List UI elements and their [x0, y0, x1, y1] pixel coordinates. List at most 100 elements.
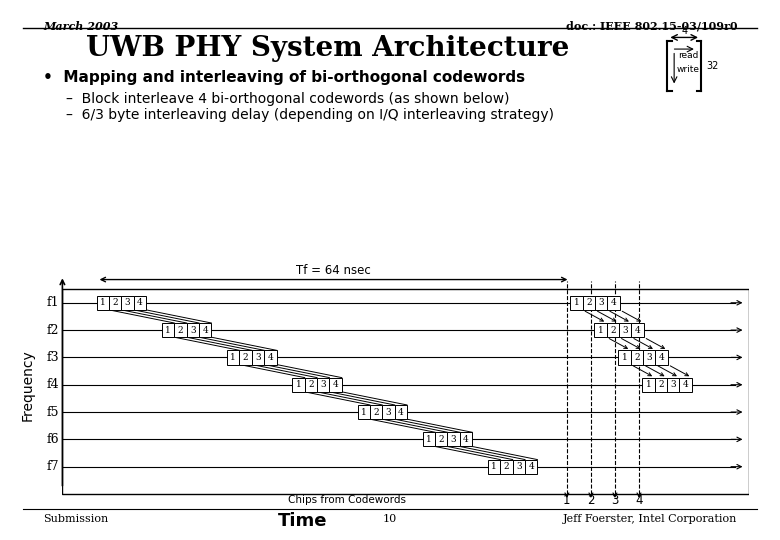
Text: f3: f3 [46, 351, 59, 364]
Text: 1: 1 [165, 326, 171, 335]
Bar [608, 296, 620, 310]
Text: 1: 1 [361, 408, 367, 416]
Text: 3: 3 [451, 435, 456, 444]
Text: f6: f6 [46, 433, 59, 446]
Text: f2: f2 [47, 323, 59, 336]
Text: 4: 4 [681, 26, 687, 36]
Text: 32: 32 [707, 61, 719, 71]
Text: 2: 2 [587, 494, 594, 507]
Text: 2: 2 [504, 462, 509, 471]
Bar [227, 350, 239, 365]
Text: 4: 4 [398, 408, 404, 416]
Text: 3: 3 [125, 298, 130, 307]
Text: 4: 4 [333, 380, 339, 389]
Text: 4: 4 [635, 326, 640, 335]
Bar [667, 377, 679, 392]
Bar [631, 350, 643, 365]
Text: f7: f7 [47, 460, 59, 473]
Text: 2: 2 [374, 408, 379, 416]
Text: 1: 1 [230, 353, 236, 362]
Text: 2: 2 [634, 353, 640, 362]
Text: 3: 3 [516, 462, 522, 471]
Text: 3: 3 [598, 298, 604, 307]
Bar [174, 323, 186, 337]
Bar [619, 350, 631, 365]
Text: –  6/3 byte interleaving delay (depending on I/Q interleaving strategy): – 6/3 byte interleaving delay (depending… [66, 108, 555, 122]
Text: 2: 2 [243, 353, 249, 362]
Text: 4: 4 [137, 298, 143, 307]
Text: 3: 3 [321, 380, 326, 389]
Text: write: write [677, 65, 700, 74]
Bar [382, 405, 395, 419]
Bar [607, 323, 619, 337]
Text: Chips from Codewords: Chips from Codewords [288, 495, 406, 505]
Bar [370, 405, 382, 419]
Text: 1: 1 [622, 353, 627, 362]
Text: 4: 4 [611, 298, 616, 307]
Bar [655, 350, 668, 365]
Text: read: read [678, 51, 699, 60]
Bar [62, 289, 749, 494]
Text: 1: 1 [491, 462, 497, 471]
Bar [162, 323, 174, 337]
Bar [512, 460, 525, 474]
Bar [264, 350, 277, 365]
Text: 1: 1 [646, 380, 651, 389]
Bar [525, 460, 537, 474]
Text: 3: 3 [671, 380, 676, 389]
Bar [423, 432, 435, 447]
Bar [654, 377, 667, 392]
Text: 2: 2 [438, 435, 444, 444]
Bar [317, 377, 329, 392]
Bar [619, 323, 632, 337]
Bar [460, 432, 472, 447]
Bar [109, 296, 122, 310]
Bar [329, 377, 342, 392]
Text: 3: 3 [255, 353, 261, 362]
Text: Tf = 64 nsec: Tf = 64 nsec [296, 265, 371, 278]
Text: •  Mapping and interleaving of bi-orthogonal codewords: • Mapping and interleaving of bi-orthogo… [43, 70, 525, 85]
Text: f5: f5 [47, 406, 59, 419]
Bar [643, 377, 654, 392]
Bar [134, 296, 146, 310]
Text: 10: 10 [383, 514, 397, 524]
Bar [252, 350, 264, 365]
Text: 1: 1 [296, 380, 301, 389]
Text: 4: 4 [659, 353, 665, 362]
Text: 2: 2 [658, 380, 664, 389]
Bar [97, 296, 109, 310]
Bar [122, 296, 134, 310]
Bar [595, 296, 608, 310]
Text: 2: 2 [308, 380, 314, 389]
Text: Jeff Foerster, Intel Corporation: Jeff Foerster, Intel Corporation [562, 514, 737, 524]
Text: 3: 3 [612, 494, 619, 507]
Bar [239, 350, 252, 365]
Text: f1: f1 [46, 296, 59, 309]
Text: 1: 1 [100, 298, 106, 307]
Text: 4: 4 [202, 326, 208, 335]
Text: 3: 3 [622, 326, 628, 335]
Text: Frequency: Frequency [21, 349, 35, 421]
Text: 1: 1 [573, 298, 580, 307]
Text: Time: Time [278, 512, 328, 530]
Bar [679, 377, 692, 392]
Text: 4: 4 [463, 435, 469, 444]
Text: 2: 2 [586, 298, 592, 307]
Bar [500, 460, 512, 474]
Text: 2: 2 [178, 326, 183, 335]
Bar [594, 323, 607, 337]
Text: UWB PHY System Architecture: UWB PHY System Architecture [86, 35, 569, 62]
Text: 1: 1 [597, 326, 604, 335]
Text: 3: 3 [647, 353, 652, 362]
Bar [583, 296, 595, 310]
Text: 4: 4 [682, 380, 689, 389]
Bar [199, 323, 211, 337]
Bar [570, 296, 583, 310]
Bar [357, 405, 370, 419]
Text: Submission: Submission [43, 514, 108, 524]
Text: 4: 4 [528, 462, 534, 471]
Text: doc.: IEEE 802.15-03/109r0: doc.: IEEE 802.15-03/109r0 [566, 21, 737, 31]
Text: 4: 4 [268, 353, 273, 362]
Text: 1: 1 [426, 435, 432, 444]
Bar [448, 432, 460, 447]
